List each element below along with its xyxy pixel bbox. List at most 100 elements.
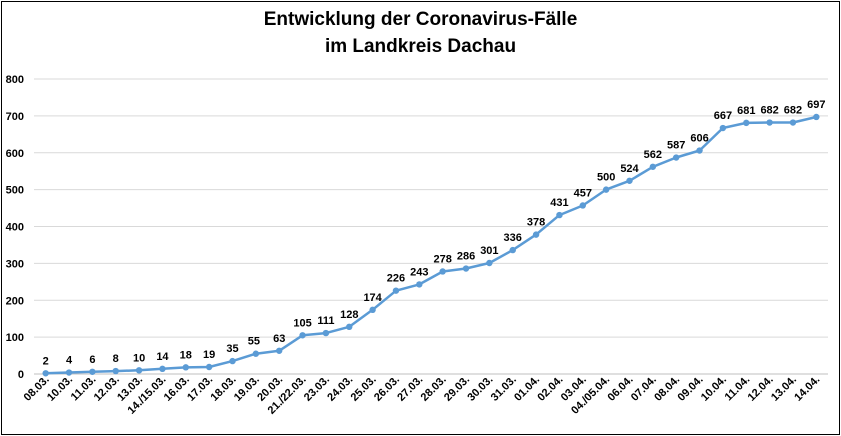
y-tick-label: 700 bbox=[6, 111, 24, 123]
y-tick-label: 200 bbox=[6, 295, 24, 307]
data-label: 587 bbox=[667, 140, 685, 152]
x-tick-label: 26.03. bbox=[372, 374, 402, 404]
data-label: 2 bbox=[43, 355, 49, 367]
data-label: 682 bbox=[760, 105, 778, 117]
data-point bbox=[416, 281, 423, 288]
data-label: 667 bbox=[714, 110, 732, 122]
data-label: 19 bbox=[203, 349, 215, 361]
data-point bbox=[462, 265, 470, 272]
x-tick-label: 30.03. bbox=[465, 374, 495, 404]
data-point bbox=[392, 287, 400, 294]
x-tick-label: 24.03. bbox=[325, 374, 355, 404]
data-point bbox=[65, 369, 73, 376]
data-label: 128 bbox=[340, 309, 358, 321]
x-tick-label: 19.03. bbox=[232, 374, 262, 404]
data-label: 682 bbox=[784, 105, 802, 117]
y-axis: 0 100 200 300 400 500 600 700 800 bbox=[6, 74, 24, 381]
y-tick-label: 300 bbox=[6, 258, 24, 270]
x-tick-label: 31.03. bbox=[489, 374, 519, 404]
y-tick-label: 0 bbox=[18, 369, 24, 381]
data-point bbox=[182, 364, 189, 371]
data-point bbox=[369, 306, 376, 314]
data-label: 500 bbox=[597, 172, 615, 184]
x-tick-label: 14.04. bbox=[792, 374, 822, 404]
data-label: 243 bbox=[410, 266, 428, 278]
series-cases bbox=[42, 113, 820, 377]
x-tick-label: 10.03. bbox=[45, 374, 75, 404]
data-label: 10 bbox=[133, 352, 145, 364]
data-label: 681 bbox=[737, 105, 755, 117]
data-point bbox=[602, 186, 610, 193]
y-tick-label: 500 bbox=[6, 185, 24, 197]
data-label: 524 bbox=[620, 163, 639, 175]
x-tick-label: 06.04. bbox=[606, 374, 636, 404]
data-point bbox=[112, 367, 119, 375]
data-label: 697 bbox=[807, 99, 825, 111]
data-point bbox=[789, 119, 797, 126]
data-label: 4 bbox=[66, 355, 73, 367]
data-point bbox=[696, 147, 703, 154]
data-point bbox=[205, 363, 213, 371]
data-label: 457 bbox=[574, 187, 592, 199]
x-tick-label: 25.03. bbox=[349, 374, 379, 404]
x-tick-label: 08.03. bbox=[22, 374, 52, 404]
data-point bbox=[813, 113, 820, 121]
data-label: 278 bbox=[433, 253, 451, 265]
data-point bbox=[743, 119, 750, 127]
data-point bbox=[439, 268, 446, 275]
data-point bbox=[649, 163, 657, 170]
data-point bbox=[486, 259, 493, 267]
series-line bbox=[45, 115, 817, 375]
data-point bbox=[252, 350, 260, 357]
data-point bbox=[299, 332, 306, 339]
x-tick-label: 01.04. bbox=[512, 374, 542, 404]
data-point bbox=[322, 329, 330, 337]
data-point bbox=[766, 119, 773, 126]
x-tick-label: 02.04. bbox=[535, 374, 565, 404]
data-label: 431 bbox=[550, 197, 568, 209]
data-label: 562 bbox=[644, 149, 662, 161]
data-point bbox=[42, 370, 49, 377]
data-point bbox=[626, 177, 633, 184]
data-point bbox=[673, 154, 680, 161]
x-tick-label: 17.03. bbox=[185, 374, 215, 404]
data-label: 105 bbox=[293, 317, 311, 329]
data-label: 606 bbox=[690, 133, 708, 145]
chart-title: Entwicklung der Coronavirus-Fälle im Lan… bbox=[0, 6, 841, 60]
y-tick-label: 100 bbox=[6, 332, 24, 344]
y-tick-label: 400 bbox=[6, 222, 24, 234]
x-tick-label: 13.04. bbox=[769, 374, 799, 404]
x-tick-label: 10.04. bbox=[699, 374, 729, 404]
data-label: 301 bbox=[480, 245, 498, 257]
data-point bbox=[532, 231, 540, 238]
data-point bbox=[346, 323, 353, 330]
data-label: 174 bbox=[363, 292, 382, 304]
data-point bbox=[135, 367, 143, 374]
x-tick-label: 12.04. bbox=[746, 374, 776, 404]
x-tick-label: 07.04. bbox=[629, 374, 659, 404]
x-tick-label: 18.03. bbox=[209, 374, 239, 404]
data-label: 226 bbox=[387, 273, 405, 285]
data-label: 378 bbox=[527, 217, 545, 229]
data-point bbox=[579, 202, 586, 209]
data-label: 336 bbox=[504, 232, 522, 244]
data-label: 6 bbox=[89, 354, 95, 366]
data-point bbox=[556, 211, 563, 219]
data-label: 63 bbox=[273, 333, 285, 345]
data-label: 14 bbox=[156, 351, 169, 363]
data-point bbox=[229, 357, 236, 365]
x-tick-label: 27.03. bbox=[395, 374, 425, 404]
grid-lines bbox=[34, 78, 828, 375]
x-tick-label: 29.03. bbox=[442, 374, 472, 404]
data-point bbox=[509, 246, 516, 254]
data-label: 286 bbox=[457, 251, 475, 263]
chart-title-line-1: Entwicklung der Coronavirus-Fälle bbox=[263, 9, 578, 30]
data-label: 8 bbox=[113, 353, 119, 365]
data-labels: 2 4 6 8 10 14 18 19 35 55 63 105 111 128 174 226 243 278 2… bbox=[43, 99, 826, 367]
data-point bbox=[159, 365, 166, 373]
data-point bbox=[719, 124, 727, 132]
x-axis: 08.03.10.03.11.03.12.03.13.03.14./15.03.… bbox=[22, 374, 823, 417]
data-label: 18 bbox=[180, 349, 192, 361]
